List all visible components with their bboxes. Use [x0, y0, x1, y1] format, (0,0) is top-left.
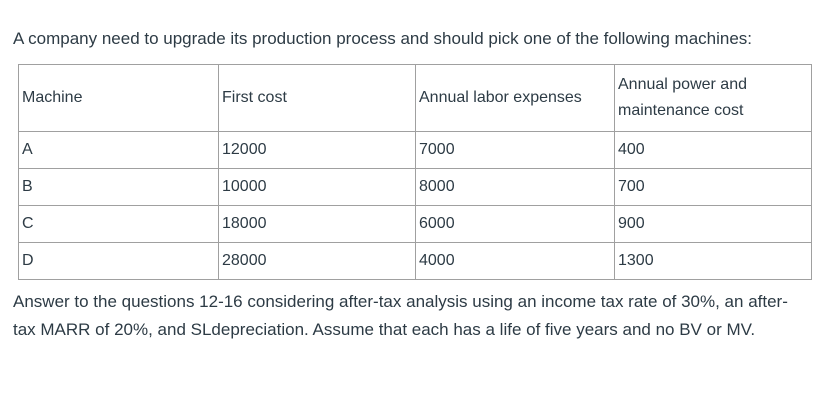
cell-labor-expenses: 4000 — [415, 242, 615, 280]
header-annual-labor-expenses: Annual labor expenses — [415, 64, 615, 132]
cell-power-maintenance: 400 — [614, 131, 812, 169]
table-row: C 18000 6000 900 — [18, 205, 812, 243]
cell-first-cost: 18000 — [218, 205, 416, 243]
table-row: B 10000 8000 700 — [18, 168, 812, 206]
table-header-row: Machine First cost Annual labor expenses… — [18, 64, 812, 132]
table-row: D 28000 4000 1300 — [18, 242, 812, 280]
cell-first-cost: 12000 — [218, 131, 416, 169]
cell-power-maintenance: 700 — [614, 168, 812, 206]
cell-machine: D — [18, 242, 219, 280]
cell-power-maintenance: 1300 — [614, 242, 812, 280]
answer-instructions: Answer to the questions 12-16 considerin… — [13, 292, 788, 339]
cell-labor-expenses: 8000 — [415, 168, 615, 206]
cell-power-maintenance: 900 — [614, 205, 812, 243]
cell-machine: C — [18, 205, 219, 243]
cell-labor-expenses: 7000 — [415, 131, 615, 169]
cell-labor-expenses: 6000 — [415, 205, 615, 243]
header-first-cost: First cost — [218, 64, 416, 132]
table-row: A 12000 7000 400 — [18, 131, 812, 169]
problem-statement: A company need to upgrade its production… — [13, 29, 753, 48]
header-machine: Machine — [18, 64, 219, 132]
cell-first-cost: 10000 — [218, 168, 416, 206]
machine-comparison-table: Machine First cost Annual labor expenses… — [18, 64, 812, 280]
cell-machine: B — [18, 168, 219, 206]
header-annual-power-maintenance-cost: Annual power and maintenance cost — [614, 64, 812, 132]
cell-first-cost: 28000 — [218, 242, 416, 280]
cell-machine: A — [18, 131, 219, 169]
